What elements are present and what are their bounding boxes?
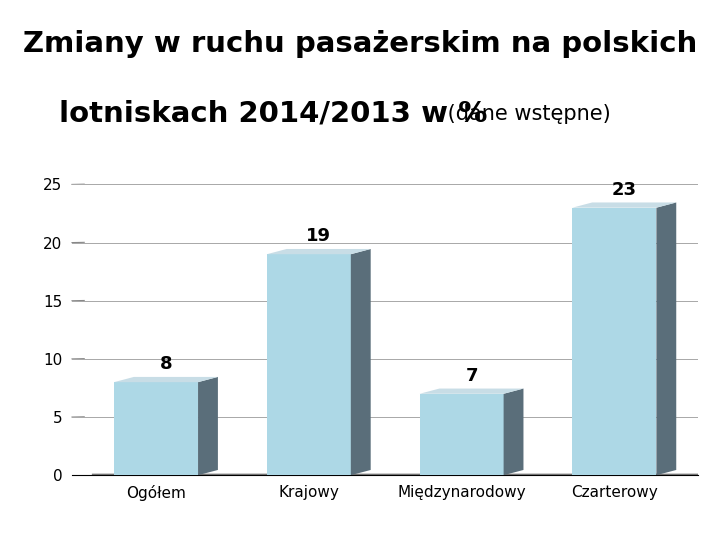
Polygon shape <box>72 474 719 481</box>
Polygon shape <box>114 382 198 475</box>
Text: 19: 19 <box>306 227 331 246</box>
Text: 7: 7 <box>465 367 478 385</box>
Polygon shape <box>267 249 371 254</box>
Polygon shape <box>657 202 676 475</box>
Polygon shape <box>572 208 657 475</box>
Polygon shape <box>503 389 523 475</box>
Text: (dane wstępne): (dane wstępne) <box>441 104 611 124</box>
Polygon shape <box>114 377 218 382</box>
Polygon shape <box>420 394 503 475</box>
Polygon shape <box>420 389 523 394</box>
Text: 8: 8 <box>160 355 172 374</box>
Polygon shape <box>572 202 676 208</box>
Polygon shape <box>198 377 218 475</box>
Text: 23: 23 <box>612 181 636 199</box>
Text: Zmiany w ruchu pasażerskim na polskich: Zmiany w ruchu pasażerskim na polskich <box>23 30 697 58</box>
Polygon shape <box>267 254 351 475</box>
Text: lotniskach 2014/2013 w %: lotniskach 2014/2013 w % <box>60 100 487 128</box>
Polygon shape <box>351 249 371 475</box>
